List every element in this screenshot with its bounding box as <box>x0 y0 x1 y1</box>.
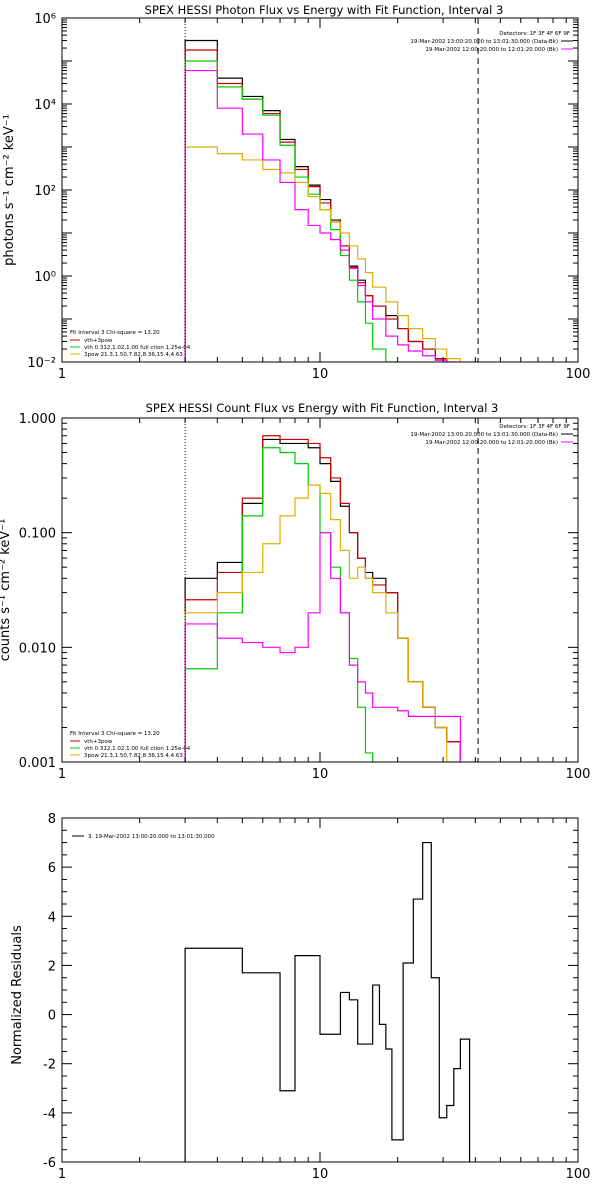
legend-label: 3pow 21.3,1.50,7.82,8.36,15.4,4.63 <box>84 753 183 759</box>
y-tick-label: 6 <box>48 861 56 876</box>
y-tick-label: -6 <box>43 1156 56 1171</box>
top-right-legend: Detectors: 1F 3F 4F 6F 9F 19-Mar-2002 13… <box>410 424 573 446</box>
y-axis-label: Normalized Residuals <box>10 925 25 1065</box>
x-tick-label: 100 <box>566 767 591 782</box>
legend-label: 19-Mar-2002 12:00:20.000 to 12:01:20.000… <box>425 47 558 53</box>
y-tick-label: 10⁶ <box>34 12 56 27</box>
chart-title: SPEX HESSI Count Flux vs Energy with Fit… <box>146 401 499 415</box>
y-tick-label: 2 <box>48 959 56 974</box>
photon-flux-panel: SPEX HESSI Photon Flux vs Energy with Fi… <box>2 3 591 382</box>
series-line-0 <box>184 841 479 1162</box>
y-tick-label: -2 <box>43 1058 56 1073</box>
y-tick-label: 10⁻² <box>27 356 56 371</box>
y-tick-label: 4 <box>48 910 56 925</box>
x-tick-label: 100 <box>566 1167 591 1182</box>
x-tick-label: 1 <box>58 767 66 782</box>
y-tick-label: 10⁰ <box>34 270 56 285</box>
legend-label: vth 0.312,1.02,1.00 full ction 1.25e-04 <box>84 345 191 351</box>
residuals-panel: Normalized Residuals 3. 19-Mar-2002 13:0… <box>10 812 590 1182</box>
legend-label: vth+3pow <box>84 739 113 745</box>
y-tick-label: -4 <box>43 1107 56 1122</box>
series-group <box>184 435 461 762</box>
series-line-2 <box>184 447 374 762</box>
top-left-legend: 3. 19-Mar-2002 13:00:20.000 to 13:01:30.… <box>72 834 215 840</box>
series-group <box>184 841 479 1162</box>
bottom-left-legend: Fit Interval 3 Chi-square = 13.20 vth+3p… <box>70 330 191 358</box>
legend-label: vth 0.312,1.02,1.00 full ction 1.25e-04 <box>84 746 191 752</box>
legend-header: Detectors: 1F 3F 4F 6F 9F <box>499 31 570 37</box>
y-tick-label: 10⁴ <box>34 98 56 113</box>
x-tick-label: 10 <box>312 767 329 782</box>
series-line-3 <box>184 484 461 762</box>
y-tick-label: 1.000 <box>19 412 56 427</box>
bottom-left-legend: Fit Interval 3 Chi-square = 13.20 vth+3p… <box>70 731 191 759</box>
y-tick-label: 0.100 <box>19 527 56 542</box>
series-line-4 <box>184 532 461 762</box>
series-group <box>184 39 461 362</box>
y-tick-label: 0 <box>48 1009 56 1024</box>
x-tick-label: 10 <box>312 367 329 382</box>
legend-label: 3pow 21.3,1.50,7.82,8.36,15.4,4.63 <box>84 352 183 358</box>
x-tick-label: 100 <box>566 367 591 382</box>
legend-label: vth+3pow <box>84 338 113 344</box>
series-line-1 <box>184 435 461 762</box>
series-line-1 <box>184 49 461 362</box>
count-flux-panel: SPEX HESSI Count Flux vs Energy with Fit… <box>0 401 590 782</box>
top-right-legend: Detectors: 1F 3F 4F 6F 9F 19-Mar-2002 13… <box>410 31 573 53</box>
series-line-4 <box>184 69 461 362</box>
series-line-0 <box>184 438 461 762</box>
x-tick-label: 10 <box>312 1167 329 1182</box>
legend-header: Fit Interval 3 Chi-square = 13.20 <box>70 330 160 336</box>
chart-title: SPEX HESSI Photon Flux vs Energy with Fi… <box>145 3 504 17</box>
y-tick-label: 10² <box>34 184 56 199</box>
x-tick-label: 1 <box>58 367 66 382</box>
legend-label: 3. 19-Mar-2002 13:00:20.000 to 13:01:30.… <box>88 834 215 840</box>
legend-header: Detectors: 1F 3F 4F 6F 9F <box>499 424 570 430</box>
legend-label: 19-Mar-2002 13:00:20.000 to 13:01:30.000… <box>410 432 558 438</box>
y-tick-label: 8 <box>48 812 56 827</box>
y-tick-label: 0.001 <box>19 756 56 771</box>
y-axis-label: counts s⁻¹ cm⁻² keV⁻¹ <box>0 519 13 662</box>
legend-label: 19-Mar-2002 12:00:20.000 to 12:01:20.000… <box>425 440 558 446</box>
series-line-3 <box>184 146 461 362</box>
y-tick-label: 0.010 <box>19 641 56 656</box>
legend-header: Fit Interval 3 Chi-square = 13.20 <box>70 731 160 737</box>
y-axis-label: photons s⁻¹ cm⁻² keV⁻¹ <box>2 114 17 266</box>
x-tick-label: 1 <box>58 1167 66 1182</box>
legend-label: 19-Mar-2002 13:00:20.000 to 13:01:30.000… <box>410 39 558 45</box>
